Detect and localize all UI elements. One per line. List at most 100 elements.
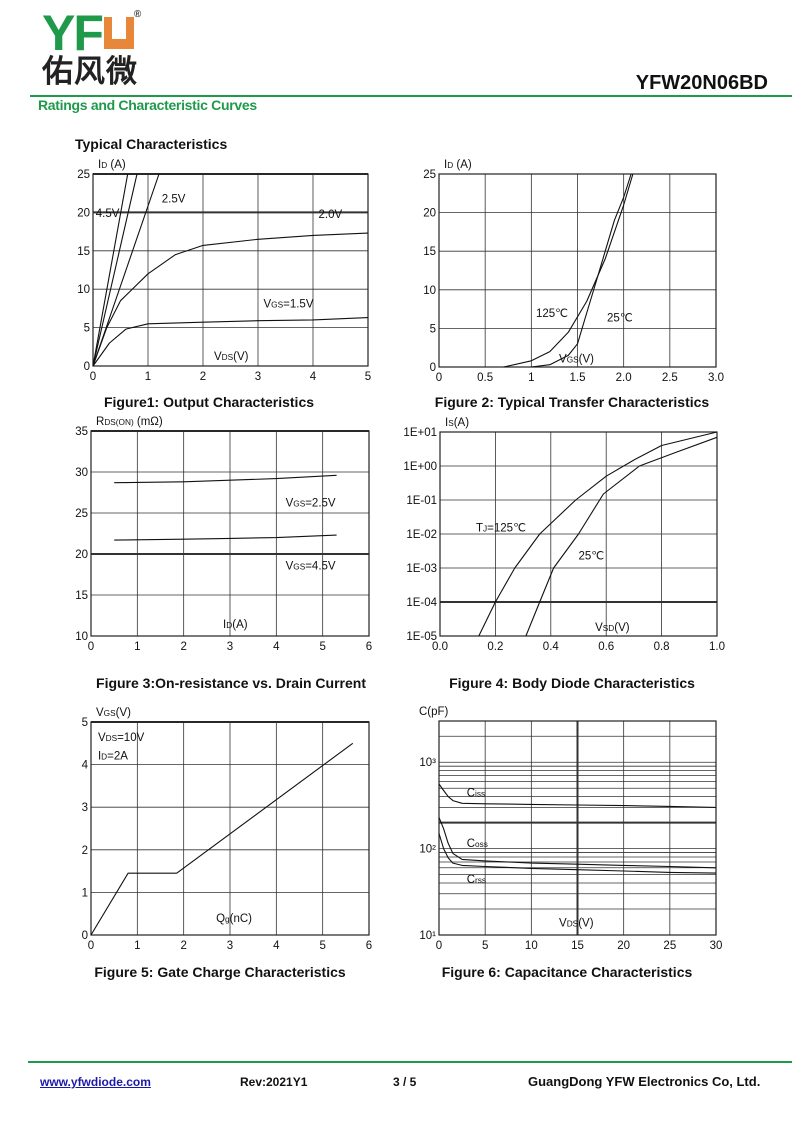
y-axis-label: VGS(V) <box>96 707 131 719</box>
y-tick-label: 0 <box>82 930 88 942</box>
x-tick-label: 6 <box>366 940 372 952</box>
series-line-3 <box>438 833 717 874</box>
y-tick-label: 20 <box>75 549 88 561</box>
x-tick-label: 3 <box>227 641 233 653</box>
website-link[interactable]: www.yfwdiode.com <box>40 1075 151 1089</box>
x-tick-label: 1.5 <box>570 372 586 384</box>
y-tick-label: 25 <box>423 169 436 181</box>
series-line-2 <box>438 817 717 869</box>
x-tick-label: 15 <box>571 940 584 952</box>
annotation-label: Ciss <box>467 788 485 800</box>
section-title: Ratings and Characteristic Curves <box>38 97 257 113</box>
y-tick-label: 10 <box>75 631 88 643</box>
annotation-label: 4.5V <box>96 208 120 220</box>
x-tick-label: 1 <box>145 371 151 383</box>
figure5-chart: 0 1 2 3 4 5 6 0 1 2 3 4 5 VGS(V) Qg(nC) VDS=10V ID=2A <box>82 707 373 952</box>
x-tick-label: 1.0 <box>709 641 725 653</box>
part-number: YFW20N06BD <box>635 72 768 94</box>
annotation-label: VGS=1.5V <box>264 299 314 311</box>
x-tick-label: 0 <box>90 371 96 383</box>
x-tick-label: 5 <box>319 940 325 952</box>
plot-frame <box>92 173 369 367</box>
x-tick-label: 0.2 <box>487 641 503 653</box>
y-tick-label: 5 <box>82 717 88 729</box>
y-tick-label: 5 <box>84 323 90 335</box>
y-tick-label: 35 <box>75 426 88 438</box>
plot-frame <box>90 430 370 637</box>
figure3-chart: 0 1 2 3 4 5 6 10 15 20 25 30 35 RDS(ON) (mΩ) ID(A) VGS=… <box>75 416 372 653</box>
x-tick-label: 6 <box>366 641 372 653</box>
y-tick-label: 0 <box>430 362 436 374</box>
figure2-caption: Figure 2: Typical Transfer Characteristi… <box>434 394 710 410</box>
x-tick-label: 0 <box>88 940 94 952</box>
annotation-label: VDS=10V <box>98 732 145 744</box>
y-tick-label: 1E-04 <box>406 597 437 609</box>
figure3-caption: Figure 3:On-resistance vs. Drain Current <box>96 675 366 691</box>
figure4-chart: 0.0 0.2 0.4 0.6 0.8 1.0 1E-05 1E-04 1E-03 1E-02 1E… <box>403 417 725 653</box>
x-tick-label: 0 <box>88 641 94 653</box>
annotation-label: 2.5V <box>162 193 186 205</box>
x-tick-label: 0 <box>436 940 442 952</box>
x-tick-label: 30 <box>710 940 723 952</box>
y-tick-label: 1E+01 <box>403 427 437 439</box>
y-tick-label: 5 <box>430 323 436 335</box>
annotation-label: VGS=2.5V <box>286 497 336 509</box>
plot-frame <box>438 173 717 368</box>
series-line-1 <box>90 742 354 936</box>
y-tick-label: 10¹ <box>419 930 436 942</box>
x-axis-label: VDS(V) <box>559 918 594 930</box>
annotation-label: VGS=4.5V <box>286 561 336 573</box>
series-line-2 <box>92 173 138 367</box>
x-tick-label: 10 <box>525 940 538 952</box>
series-line-1 <box>503 173 634 368</box>
x-tick-label: 0.6 <box>598 641 614 653</box>
figure6-chart: 0 5 10 15 20 25 30 10¹ 10² 10³ C(pF) VDS(V) Ciss Coss… <box>419 706 722 952</box>
y-axis-label: ID (A) <box>444 159 472 171</box>
y-tick-label: 10² <box>419 844 436 856</box>
x-tick-label: 2.5 <box>662 372 678 384</box>
figure4-caption: Figure 4: Body Diode Characteristics <box>449 675 695 691</box>
y-tick-label: 15 <box>77 246 90 258</box>
x-tick-label: 0.4 <box>543 641 560 653</box>
logo: YF ® 佑风微 <box>42 5 141 89</box>
header-rule <box>30 95 792 97</box>
series-line-1 <box>114 474 337 484</box>
series-line-4 <box>92 232 369 367</box>
x-tick-label: 1 <box>134 940 140 952</box>
annotation-label: 2.0V <box>319 209 343 221</box>
company-name: GuangDong YFW Electronics Co, Ltd. <box>528 1074 761 1089</box>
y-tick-label: 10 <box>77 284 90 296</box>
y-tick-label: 10³ <box>419 757 436 769</box>
y-tick-label: 25 <box>77 169 90 181</box>
x-tick-label: 4 <box>310 371 317 383</box>
y-tick-label: 1E-05 <box>406 631 437 643</box>
series-line-1 <box>478 431 718 637</box>
x-tick-label: 25 <box>663 940 676 952</box>
plot-frame <box>90 721 370 936</box>
revision: Rev:2021Y1 <box>240 1075 308 1089</box>
footer-rule <box>28 1061 792 1063</box>
x-tick-label: 0.0 <box>432 641 448 653</box>
y-tick-label: 20 <box>423 208 436 220</box>
series-line-2 <box>525 436 718 637</box>
series-line-2 <box>114 534 337 541</box>
annotation-label: ID=2A <box>98 750 128 762</box>
x-axis-label: VGS(V) <box>559 353 594 365</box>
series-line-5 <box>92 317 369 367</box>
x-tick-label: 5 <box>365 371 371 383</box>
y-axis-label: C(pF) <box>419 706 449 718</box>
y-tick-label: 4 <box>82 760 89 772</box>
annotation-label: TJ=125℃ <box>476 522 526 534</box>
annotation-label: 25℃ <box>579 550 605 562</box>
x-tick-label: 20 <box>617 940 630 952</box>
y-tick-label: 1E-03 <box>406 563 437 575</box>
plot-frame <box>439 431 718 637</box>
y-tick-label: 10 <box>423 285 436 297</box>
logo-cn-text: 佑风微 <box>42 54 138 89</box>
y-tick-label: 1E-02 <box>406 529 437 541</box>
x-tick-label: 4 <box>273 641 280 653</box>
y-tick-label: 2 <box>82 845 88 857</box>
page-number: 3 / 5 <box>393 1075 417 1089</box>
plot-frame <box>438 720 717 936</box>
